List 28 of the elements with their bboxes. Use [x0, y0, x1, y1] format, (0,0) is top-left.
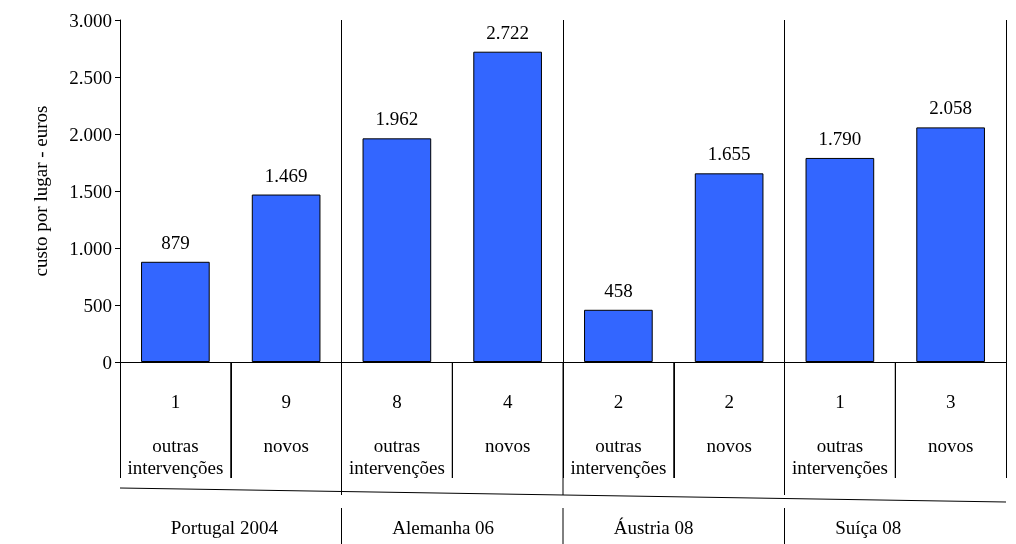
y-tick-label: 2.000 — [69, 123, 112, 145]
y-tick-label: 1.500 — [69, 180, 112, 202]
data-label: 1.962 — [375, 108, 419, 130]
category-label: 2 outras intervenções — [570, 390, 667, 478]
y-tick-label: 1.000 — [69, 237, 112, 259]
data-label: 458 — [604, 279, 633, 301]
category-label: 2 novos — [706, 390, 752, 456]
text: Alemanha 06 — [392, 517, 495, 538]
y-tick-label: 0 — [102, 351, 112, 373]
y-tick-label: 500 — [83, 294, 112, 316]
data-label: 1.469 — [264, 164, 308, 186]
text: Suíça 08 — [835, 517, 902, 538]
y-tick-label: 2.500 — [69, 66, 112, 88]
y-axis-title: custo por lugar - euros — [30, 105, 51, 277]
data-label: 2.058 — [929, 97, 972, 119]
data-label: 879 — [161, 231, 190, 253]
category-label: 1 outras intervenções — [127, 390, 224, 478]
text: Áustria 08 — [613, 517, 694, 538]
category-label: 3 novos — [927, 390, 974, 456]
category-label: 9 novos — [263, 390, 309, 456]
data-label: 1.790 — [818, 127, 862, 149]
category-label: 8 outras intervenções — [348, 390, 445, 478]
category-label: 4 novos — [484, 390, 531, 456]
y-tick-label: 3.000 — [69, 9, 112, 31]
category-label: 1 outras intervenções — [791, 390, 888, 478]
data-label: 1.655 — [707, 143, 751, 165]
text: Portugal 2004 — [170, 517, 279, 538]
data-label: 2.722 — [486, 21, 529, 43]
